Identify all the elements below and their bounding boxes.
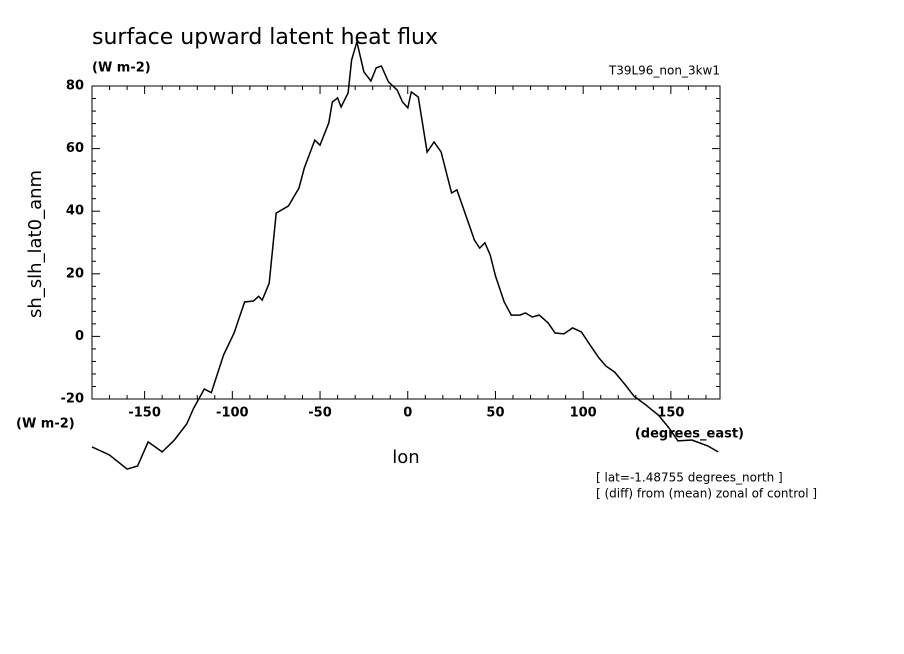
y-tick-label: -20: [61, 392, 85, 407]
y-tick-label: 40: [66, 204, 84, 219]
y-tick-label: 20: [66, 266, 84, 281]
plot-frame: [91, 85, 721, 400]
y-tick-label: 60: [66, 141, 84, 156]
data-line: [91, 38, 719, 470]
x-units: (degrees_east): [635, 427, 744, 442]
note: [ lat=-1.48755 degrees_north ]: [596, 471, 783, 485]
y-axis-label: sh_slh_lat0_anm: [25, 170, 46, 318]
x-tick-label: 50: [486, 406, 504, 421]
chart-subtitle: (W m-2): [92, 61, 151, 76]
x-tick-label: 150: [657, 406, 684, 421]
x-tick-label: -50: [308, 406, 332, 421]
y-tick-label: 80: [66, 79, 84, 94]
y-units: (W m-2): [16, 417, 75, 432]
x-tick-label: -150: [128, 406, 161, 421]
x-tick-label: -100: [216, 406, 249, 421]
x-tick-label: 0: [403, 406, 412, 421]
chart-title: surface upward latent heat flux: [92, 25, 438, 50]
y-tick-label: 0: [75, 329, 84, 344]
x-axis-label: lon: [392, 447, 419, 468]
dataset-label: T39L96_non_3kw1: [608, 64, 720, 78]
x-tick-label: 100: [570, 406, 597, 421]
note: [ (diff) from (mean) zonal of control ]: [596, 487, 817, 501]
